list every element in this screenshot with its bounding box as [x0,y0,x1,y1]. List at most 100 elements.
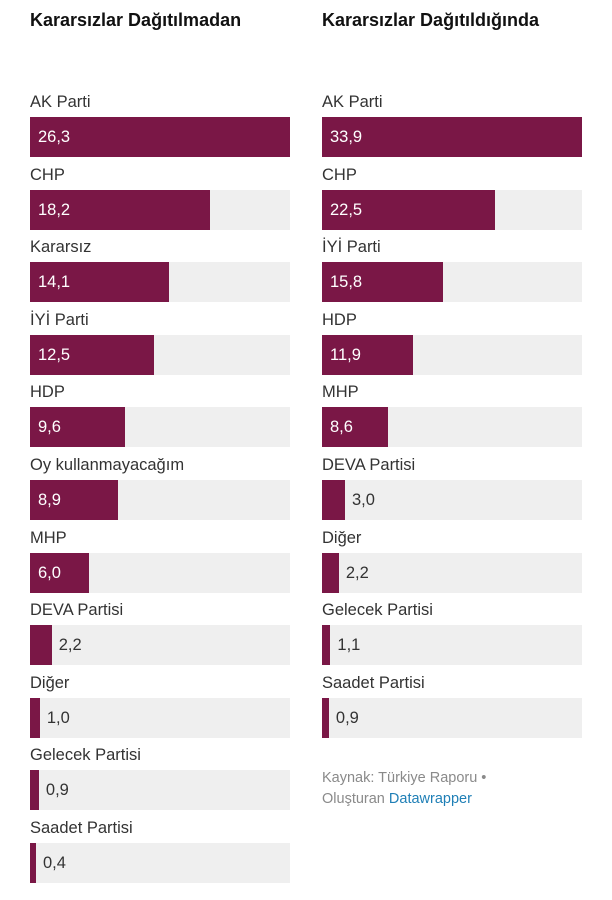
bar [30,697,40,738]
bar-track: 6,0 [30,552,290,593]
bar [30,843,36,883]
bar [322,552,339,593]
category-label: Kararsız [30,238,92,257]
data-label: 8,6 [330,418,353,437]
creator-prefix: Oluşturan [322,791,385,807]
bar-row: Saadet Partisi 0,4 [30,817,290,889]
data-label: 1,0 [46,708,70,727]
bar [322,117,582,157]
category-label: MHP [322,383,359,402]
data-label: 0,4 [43,854,66,872]
bar [322,189,495,230]
bar [30,552,90,593]
datawrapper-link[interactable]: Datawrapper [388,791,472,807]
category-label: DEVA Partisi [30,601,124,620]
data-label: 3,0 [352,491,375,509]
category-label: HDP [322,310,357,329]
bar-track: 8,9 [30,480,290,520]
bar-track: 15,8 [322,262,582,303]
bar-row: İYİ Parti 12,5 [30,309,290,381]
bar [30,407,125,448]
bar [30,189,210,230]
bar-row: DEVA Partisi 2,2 [30,599,290,671]
bar-track: 26,3 [30,117,290,157]
chart-title: Kararsızlar Dağıtıldığında [322,10,540,30]
bar [322,334,414,375]
bar-row: MHP 6,0 [30,527,290,599]
category-label: Diğer [30,673,70,692]
data-label: 9,6 [38,418,61,437]
category-label: AK Parti [30,93,91,111]
bar-track: 0,4 [30,843,290,883]
category-label: Gelecek Partisi [322,601,433,620]
data-label: 22,5 [330,200,363,219]
bar-track: 9,6 [30,407,290,448]
bar [322,407,388,448]
bar-row: İYİ Parti 15,8 [322,236,582,308]
bar-row: HDP 9,6 [30,381,290,453]
bar-row: AK Parti 33,9 [322,91,582,163]
bar [30,770,39,811]
category-label: İYİ Parti [30,310,89,329]
data-label: 11,9 [330,345,361,364]
source-text: Kaynak: Türkiye Raporu • [322,770,487,786]
bar [30,480,118,520]
data-label: 33,9 [330,128,363,146]
bar-track: 8,6 [322,407,582,448]
bar-track: 33,9 [322,117,582,157]
bar-row: Gelecek Partisi 1,1 [322,599,582,671]
data-label: 8,9 [38,491,61,509]
data-label: 2,2 [58,636,82,655]
category-label: Diğer [322,528,362,547]
bar-row: CHP 18,2 [30,164,290,236]
bar-row: Gelecek Partisi 0,9 [30,744,290,816]
data-label: 15,8 [330,273,363,292]
chart-title: Kararsızlar Dağıtılmadan [30,10,242,30]
category-label: Oy kullanmayacağım [30,456,185,474]
bar-track: 0,9 [322,697,582,738]
bar [30,117,290,157]
bar-row: Saadet Partisi 0,9 [322,672,582,744]
bar-row: DEVA Partisi 3,0 [322,454,582,526]
data-label: 2,2 [345,563,369,582]
category-label: DEVA Partisi [322,456,416,474]
bar-track: 1,1 [322,625,582,666]
bar [30,625,52,666]
bar-track: 2,2 [30,625,290,666]
bar-row: Diğer 2,2 [322,527,582,599]
bar-track: 1,0 [30,697,290,738]
data-label: 18,2 [38,200,71,219]
bar-row: CHP 22,5 [322,164,582,236]
data-label: 6,0 [38,563,61,582]
data-label: 26,3 [38,128,71,146]
data-label: 14,1 [38,273,71,292]
creator-line: Oluşturan Datawrapper [322,789,582,810]
bar [322,480,345,520]
category-label: Saadet Partisi [322,673,425,692]
data-label: 0,9 [45,781,69,800]
bar-track: 22,5 [322,189,582,230]
data-label: 12,5 [38,345,71,364]
category-label: Saadet Partisi [30,819,133,837]
bar [322,262,444,303]
category-label: İYİ Parti [322,238,381,257]
data-label: 1,1 [337,636,361,655]
source-note: Kaynak: Türkiye Raporu • Oluşturan Dataw… [322,768,582,810]
bar-row: Kararsız 14,1 [30,236,290,308]
category-label: CHP [322,165,357,184]
bar-row: Diğer 1,0 [30,672,290,744]
bar-track: 11,9 [322,334,582,375]
bar [322,697,329,738]
category-label: AK Parti [322,93,383,111]
bar-track: 3,0 [322,480,582,520]
bar-row: MHP 8,6 [322,381,582,453]
bar-row: Oy kullanmayacağım 8,9 [30,454,290,526]
category-label: CHP [30,165,65,184]
category-label: Gelecek Partisi [30,746,141,765]
category-label: MHP [30,528,67,547]
bar-track: 18,2 [30,189,290,230]
bar-row: HDP 11,9 [322,309,582,381]
bar [322,625,331,666]
data-label: 0,9 [335,708,359,727]
bar-row: AK Parti 26,3 [30,91,290,163]
